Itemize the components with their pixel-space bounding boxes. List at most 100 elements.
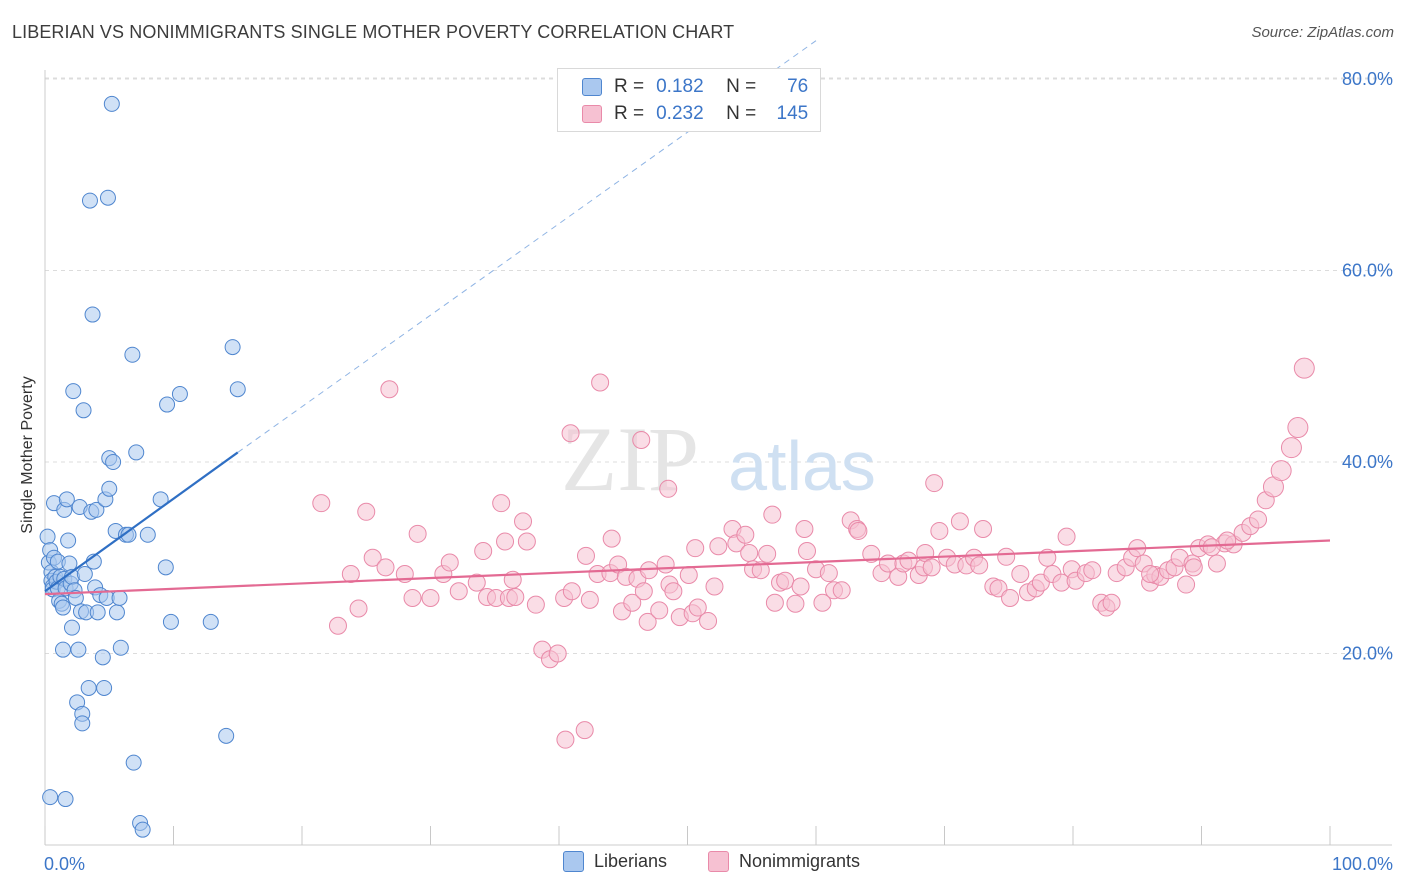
liberians-point [112,639,129,656]
nonimmigrants-point [688,598,707,617]
nonimmigrants-point [997,547,1016,566]
legend-swatch-nonimmigrants [582,105,602,123]
nonimmigrants-point [899,551,918,570]
liberians-point [96,679,113,696]
liberians-point [76,566,93,583]
y-tick-label: 40.0% [1342,452,1393,472]
nonimmigrants-point [580,590,599,609]
nonimmigrants-trendline [44,539,1331,596]
nonimmigrants-point [312,494,331,513]
nonimmigrants-point [679,565,698,584]
y-tick-label: 80.0% [1342,69,1393,89]
tick-labels: 20.0% 40.0% 60.0% 80.0% 0.0% 100.0% [44,69,1393,874]
source-credit: Source: ZipAtlas.com [1251,24,1394,41]
x-tick-label: 0.0% [44,854,85,874]
liberians-point [202,613,219,630]
liberians-point [88,501,105,518]
liberians-point [75,402,92,419]
nonimmigrants-point [467,573,486,592]
liberians-point [81,192,98,209]
legend-r-value: 0.182 [656,76,704,97]
nonimmigrants-point [506,588,525,607]
nonimmigrants-point [421,588,440,607]
watermark: ZIP atlas [561,408,876,510]
nonimmigrants-point [922,558,941,577]
axes [44,70,1392,846]
nonimmigrants-point [1249,510,1268,529]
nonimmigrants-point [686,539,705,558]
bottom-legend-label-liberians: Liberians [594,851,668,871]
bottom-legend-swatch-liberians [563,851,584,872]
nonimmigrants-point [632,430,651,449]
liberians-point [54,599,71,616]
liberians-point [99,189,116,206]
nonimmigrants-point [664,582,683,601]
nonimmigrants-point [602,529,621,548]
x-tick-label: 100.0% [1332,854,1393,874]
nonimmigrants-point [849,521,868,540]
nonimmigrants-point [1218,531,1237,550]
liberians-point [229,381,246,398]
nonimmigrants-point [623,593,642,612]
nonimmigrants-point [408,524,427,543]
stats-legend: R = 0.182 N = 76 R = 0.232 N = 145 [557,68,821,132]
nonimmigrants-point [341,565,360,584]
y-tick-label: 60.0% [1342,261,1393,281]
nonimmigrants-point [1177,575,1196,594]
nonimmigrants-point [440,553,459,572]
nonimmigrants-point [1102,593,1121,612]
nonimmigrants-point [357,502,376,521]
liberians-point [125,754,142,771]
nonimmigrants-point [736,525,755,544]
nonimmigrants-point [786,594,805,613]
nonimmigrants-point [930,521,949,540]
nonimmigrants-point [380,380,399,399]
nonimmigrants-point [659,479,678,498]
chart-title: LIBERIAN VS NONIMMIGRANTS SINGLE MOTHER … [12,22,735,42]
liberians-point [89,604,106,621]
legend-n-label: N = [726,103,757,124]
legend-swatch-liberians [582,78,602,96]
nonimmigrants-point [1141,565,1160,584]
nonimmigrants-point [974,520,993,539]
nonimmigrants-point [376,558,395,577]
liberians-point [42,789,59,806]
liberians-point [94,649,111,666]
nonimmigrants-point [548,644,567,663]
nonimmigrants-point [1287,417,1309,439]
liberians-point [134,821,151,838]
nonimmigrants-point [576,546,595,565]
trendlines [44,40,1331,596]
nonimmigrants-point [496,532,515,551]
liberians-point [171,386,188,403]
y-tick-label: 20.0% [1342,644,1393,664]
nonimmigrants-point [363,548,382,567]
nonimmigrants-point [740,543,759,562]
nonimmigrants-point [638,612,657,631]
nonimmigrants-point [925,474,944,493]
nonimmigrants-point [1202,538,1221,557]
legend-r-label: R = [614,76,645,97]
nonimmigrants-point [514,512,533,531]
nonimmigrants-point [795,520,814,539]
legend-r-value: 0.232 [656,103,704,124]
nonimmigrants-point [791,577,810,596]
nonimmigrants-point [1011,565,1030,584]
nonimmigrants-point [1083,561,1102,580]
nonimmigrants-point [758,544,777,563]
nonimmigrants-point [776,571,795,590]
liberians-point [124,346,141,363]
nonimmigrants-point [492,494,511,513]
nonimmigrants-point [1184,558,1203,577]
nonimmigrants-point [832,581,851,600]
liberians-trendline-extrapolated [237,40,817,453]
liberians-point [57,791,74,808]
nonimmigrants-point [1270,460,1292,482]
legend-n-label: N = [726,76,757,97]
nonimmigrants-point [449,582,468,601]
nonimmigrants-point [950,512,969,531]
liberians-point [84,306,101,323]
nonimmigrants-point [763,505,782,524]
nonimmigrants-point [705,577,724,596]
